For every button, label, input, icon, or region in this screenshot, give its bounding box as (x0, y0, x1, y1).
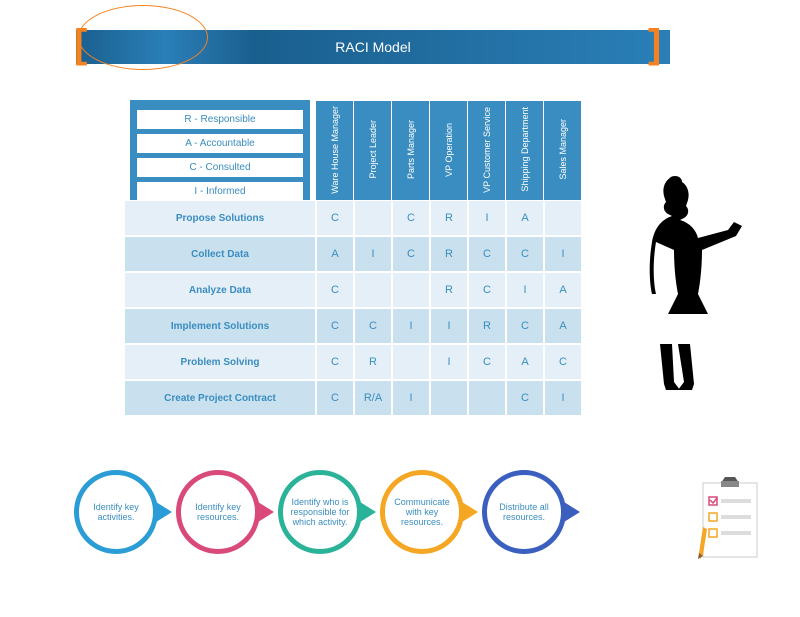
raci-cell: R (430, 272, 468, 308)
raci-cell: C (392, 200, 430, 236)
process-step: Identify who is responsible for which ac… (278, 470, 362, 554)
col-header: Sales Manager (544, 101, 582, 201)
raci-cell: C (468, 272, 506, 308)
clipboard-icon (695, 475, 765, 565)
raci-cell: R (430, 236, 468, 272)
raci-cell: C (506, 236, 544, 272)
row-label: Propose Solutions (124, 200, 316, 236)
raci-cell: C (316, 308, 354, 344)
raci-cell: C (468, 236, 506, 272)
bracket-right-icon: ] (648, 22, 661, 67)
raci-cell: I (506, 272, 544, 308)
raci-cell (430, 380, 468, 416)
raci-cell: R/A (354, 380, 392, 416)
raci-cell (392, 272, 430, 308)
raci-cell: I (468, 200, 506, 236)
process-step: Communicate with key resources. (380, 470, 464, 554)
arrow-icon (258, 502, 274, 522)
row-label: Implement Solutions (124, 308, 316, 344)
raci-cell (392, 344, 430, 380)
col-header: VP Customer Service (468, 101, 506, 201)
raci-cell: C (316, 200, 354, 236)
raci-cell: R (430, 200, 468, 236)
raci-cell: A (506, 200, 544, 236)
raci-column-headers: Ware House Manager Project Leader Parts … (315, 100, 582, 201)
raci-cell: C (316, 272, 354, 308)
raci-cell: C (506, 308, 544, 344)
process-step: Identify key resources. (176, 470, 260, 554)
raci-cell: C (544, 344, 582, 380)
row-label: Collect Data (124, 236, 316, 272)
legend-item: R - Responsible (136, 109, 304, 130)
raci-cell: A (544, 308, 582, 344)
raci-cell (354, 200, 392, 236)
raci-cell: I (544, 236, 582, 272)
raci-body: Propose SolutionsCCRIACollect DataAICRCC… (124, 200, 582, 416)
col-header: Ware House Manager (316, 101, 354, 201)
legend-box: R - Responsible A - Accountable C - Cons… (130, 100, 310, 211)
legend-item: I - Informed (136, 181, 304, 202)
row-label: Create Project Contract (124, 380, 316, 416)
raci-cell: R (354, 344, 392, 380)
arrow-icon (564, 502, 580, 522)
process-step: Identify key activities. (74, 470, 158, 554)
col-header: Project Leader (354, 101, 392, 201)
title-text: RACI Model (335, 39, 410, 55)
raci-cell (544, 200, 582, 236)
legend-item: C - Consulted (136, 157, 304, 178)
arrow-icon (360, 502, 376, 522)
raci-cell: C (316, 380, 354, 416)
raci-cell: I (430, 344, 468, 380)
businesswoman-icon (610, 170, 750, 400)
raci-cell: A (316, 236, 354, 272)
raci-cell: I (354, 236, 392, 272)
raci-cell (468, 380, 506, 416)
raci-cell: A (544, 272, 582, 308)
col-header: Shipping Department (506, 101, 544, 201)
raci-cell: C (468, 344, 506, 380)
col-header: Parts Manager (392, 101, 430, 201)
raci-cell (354, 272, 392, 308)
raci-cell: C (392, 236, 430, 272)
highlight-ellipse (78, 5, 208, 70)
raci-cell: I (544, 380, 582, 416)
raci-cell: C (316, 344, 354, 380)
raci-cell: I (430, 308, 468, 344)
legend-item: A - Accountable (136, 133, 304, 154)
raci-cell: R (468, 308, 506, 344)
row-label: Analyze Data (124, 272, 316, 308)
col-header: VP Operation (430, 101, 468, 201)
process-flow: Identify key activities.Identify key res… (74, 470, 584, 554)
arrow-icon (462, 502, 478, 522)
raci-cell: C (506, 380, 544, 416)
raci-cell: I (392, 380, 430, 416)
raci-cell: A (506, 344, 544, 380)
process-step: Distribute all resources. (482, 470, 566, 554)
arrow-icon (156, 502, 172, 522)
raci-cell: C (354, 308, 392, 344)
row-label: Problem Solving (124, 344, 316, 380)
raci-cell: I (392, 308, 430, 344)
